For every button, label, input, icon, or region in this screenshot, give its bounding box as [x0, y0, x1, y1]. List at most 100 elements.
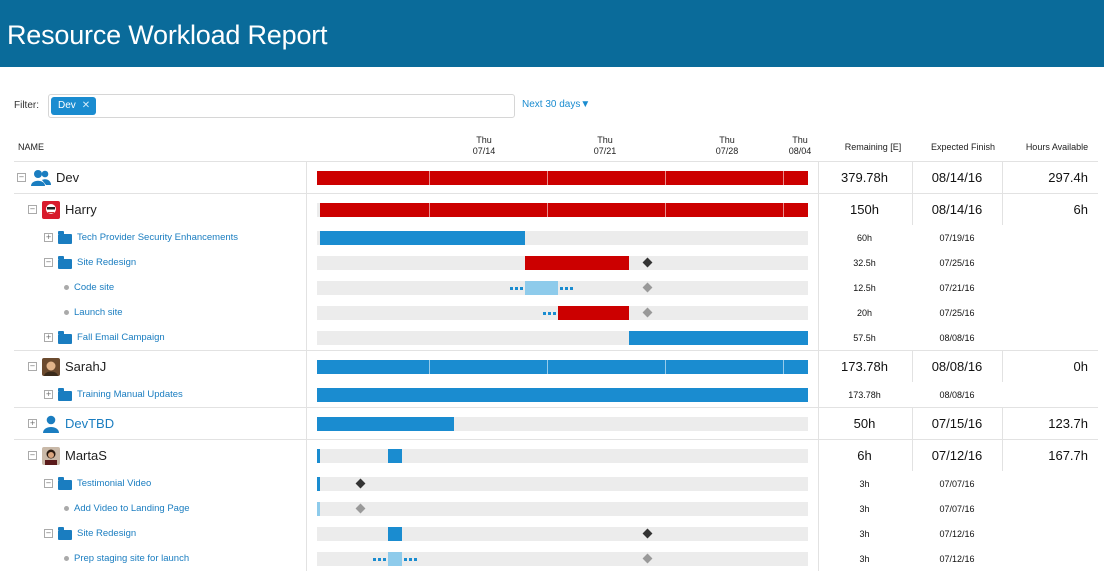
bullet-icon: [64, 285, 69, 290]
date-range-dropdown[interactable]: Next 30 days▼: [522, 99, 591, 110]
date-day: Thu: [792, 135, 808, 145]
folder-icon: [58, 230, 72, 244]
collapse-toggle[interactable]: −: [17, 173, 26, 182]
date-header: Thu 08/04: [780, 135, 820, 157]
expand-toggle[interactable]: +: [44, 333, 53, 342]
date-header: Thu 07/21: [585, 135, 625, 157]
finish-value: 07/19/16: [939, 232, 975, 243]
diamond-icon: [355, 478, 366, 488]
bullet-icon: [64, 556, 69, 561]
remaining-value: 173.78h: [848, 389, 881, 400]
table-row[interactable]: Launch site 20h 07/25/16: [14, 300, 1098, 325]
table-row[interactable]: + DevTBD 50h 07/15/16 123.7h: [14, 407, 1098, 439]
column-header-remaining: Remaining [E]: [844, 142, 902, 152]
date-value: 07/14: [472, 146, 496, 156]
hours-value: 0h: [1073, 359, 1088, 374]
diamond-icon: [642, 528, 653, 538]
hours-value: 167.7h: [1048, 448, 1088, 463]
collapse-toggle[interactable]: −: [28, 205, 37, 214]
gantt-cell: [306, 162, 819, 193]
bullet-icon: [64, 310, 69, 315]
bullet-icon: [64, 506, 69, 511]
table-row[interactable]: Prep staging site for launch 3h 07/12/16: [14, 546, 1098, 571]
filter-input[interactable]: Dev ✕: [48, 94, 515, 118]
gantt-cell: [306, 440, 819, 471]
gantt-cell: [306, 194, 819, 225]
finish-value: 07/07/16: [939, 503, 975, 514]
date-day: Thu: [719, 135, 735, 145]
row-name[interactable]: Code site: [74, 282, 115, 293]
remaining-value: 32.5h: [853, 257, 876, 268]
table-row[interactable]: + Training Manual Updates 173.78h 08/08/…: [14, 382, 1098, 407]
row-name[interactable]: Tech Provider Security Enhancements: [77, 232, 239, 243]
table-row[interactable]: − Dev 379.78h 08/14/16 297.4h: [14, 161, 1098, 193]
close-icon[interactable]: ✕: [81, 100, 91, 111]
expand-toggle[interactable]: +: [44, 233, 53, 242]
avatar: [42, 357, 60, 376]
diamond-icon: [642, 282, 653, 292]
finish-value: 07/25/16: [939, 257, 975, 268]
collapse-toggle[interactable]: −: [44, 529, 53, 538]
remaining-value: 173.78h: [817, 351, 913, 382]
finish-value: 07/07/16: [939, 478, 975, 489]
row-name[interactable]: DevTBD: [65, 416, 115, 431]
row-name[interactable]: Testimonial Video: [77, 478, 152, 489]
column-header-finish: Expected Finish: [930, 142, 996, 152]
gantt-cell: [306, 496, 819, 521]
table-row[interactable]: + Fall Email Campaign 57.5h 08/08/16: [14, 325, 1098, 350]
table-row[interactable]: + Tech Provider Security Enhancements 60…: [14, 225, 1098, 250]
expand-toggle[interactable]: +: [44, 390, 53, 399]
collapse-toggle[interactable]: −: [28, 362, 37, 371]
gantt-cell: [306, 225, 819, 250]
finish-value: 08/08/16: [912, 351, 1003, 382]
folder-icon: [58, 255, 72, 269]
table-row[interactable]: Add Video to Landing Page 3h 07/07/16: [14, 496, 1098, 521]
date-day: Thu: [476, 135, 492, 145]
table-row[interactable]: − Site Redesign 32.5h 07/25/16: [14, 250, 1098, 275]
table-row[interactable]: − Harry 150h 08/14/16 6h: [14, 193, 1098, 225]
table-row[interactable]: − Site Redesign 3h 07/12/16: [14, 521, 1098, 546]
row-name[interactable]: Training Manual Updates: [77, 389, 183, 400]
gantt-cell: [306, 521, 819, 546]
people-icon: [31, 169, 51, 186]
remaining-value: 379.78h: [817, 162, 913, 193]
expand-toggle[interactable]: +: [28, 419, 37, 428]
workload-table: − Dev 379.78h 08/14/16 297.4h − Harry: [14, 161, 1098, 571]
remaining-value: 6h: [817, 440, 913, 471]
row-name: Dev: [56, 170, 80, 185]
collapse-toggle[interactable]: −: [28, 451, 37, 460]
row-name[interactable]: Site Redesign: [77, 257, 137, 268]
finish-value: 07/21/16: [939, 282, 975, 293]
row-name[interactable]: Prep staging site for launch: [74, 553, 190, 564]
row-name[interactable]: Launch site: [74, 307, 123, 318]
remaining-value: 3h: [859, 553, 870, 564]
hours-value: 6h: [1073, 202, 1088, 217]
row-name: SarahJ: [65, 359, 107, 374]
row-name[interactable]: Site Redesign: [77, 528, 137, 539]
folder-icon: [58, 330, 72, 344]
filter-chip-dev[interactable]: Dev ✕: [51, 97, 97, 115]
row-name[interactable]: Fall Email Campaign: [77, 332, 165, 343]
row-name[interactable]: Add Video to Landing Page: [74, 503, 190, 514]
diamond-icon: [355, 503, 366, 513]
table-row[interactable]: − SarahJ 173.78h 08/08/16 0h: [14, 350, 1098, 382]
collapse-toggle[interactable]: −: [44, 258, 53, 267]
table-row[interactable]: Code site 12.5h 07/21/16: [14, 275, 1098, 300]
table-row[interactable]: − Testimonial Video 3h 07/07/16: [14, 471, 1098, 496]
diamond-icon: [642, 257, 653, 267]
finish-value: 07/25/16: [939, 307, 975, 318]
gantt-cell: [306, 408, 819, 439]
remaining-value: 150h: [817, 194, 913, 225]
collapse-toggle[interactable]: −: [44, 479, 53, 488]
remaining-value: 3h: [859, 478, 870, 489]
finish-value: 07/12/16: [939, 528, 975, 539]
finish-value: 07/12/16: [912, 440, 1003, 471]
column-header-name: NAME: [18, 142, 45, 152]
finish-value: 07/12/16: [939, 553, 975, 564]
remaining-value: 20h: [856, 307, 873, 318]
row-name: Harry: [65, 202, 97, 217]
table-row[interactable]: − MartaS 6h 07/12/16 167.7h: [14, 439, 1098, 471]
gantt-cell: [306, 351, 819, 382]
diamond-icon: [642, 553, 653, 563]
finish-value: 08/14/16: [912, 194, 1003, 225]
